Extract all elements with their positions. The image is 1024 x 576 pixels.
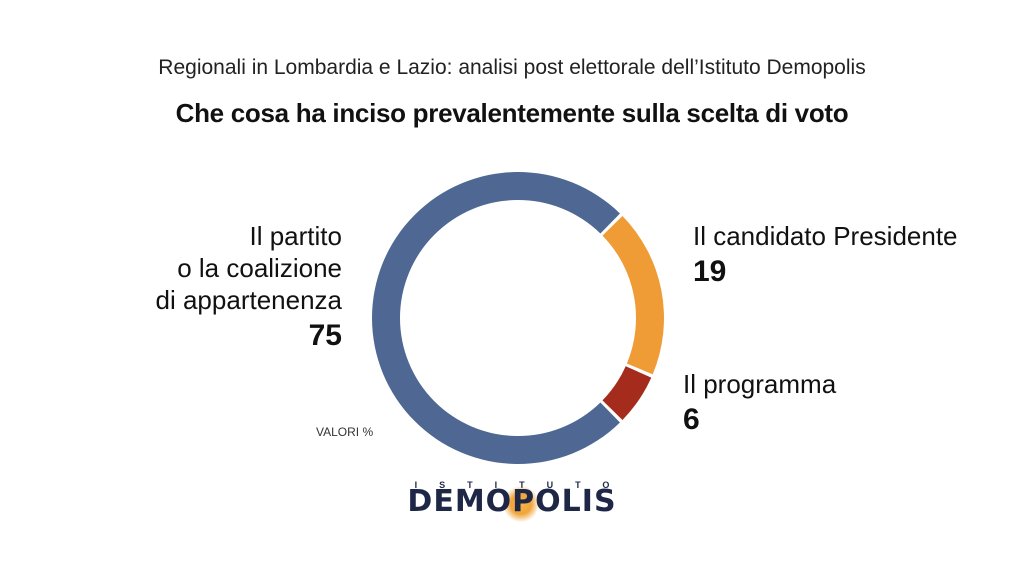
chart-subtitle: Regionali in Lombardia e Lazio: analisi …	[158, 56, 866, 79]
logo-main-text: DEMOPOLIS	[407, 484, 617, 519]
label-partito: Il partito o la coalizione di appartenen…	[156, 220, 342, 352]
demopolis-logo: ISTITUTO DEMOPOLIS	[0, 480, 1024, 522]
logo-sun-icon	[503, 486, 540, 522]
label-partito-line-3: di appartenenza	[155, 285, 342, 315]
label-partito-line-1: Il partito	[249, 221, 343, 251]
logo-main-wrap: DEMOPOLIS	[407, 484, 617, 522]
donut-slice-2	[602, 216, 664, 375]
label-candidato-value: 19	[693, 255, 727, 288]
donut-slice-1	[372, 171, 620, 464]
donut-slice-3	[602, 366, 652, 420]
label-programma: Il programma 6	[683, 368, 836, 436]
label-partito-value: 75	[308, 319, 342, 352]
label-programma-value: 6	[683, 403, 700, 436]
label-partito-line-2: o la coalizione	[177, 253, 342, 283]
donut-chart	[372, 171, 664, 464]
label-candidato-line-1: Il candidato Presidente	[693, 221, 958, 251]
chart-title: Che cosa ha inciso prevalentemente sulla…	[175, 98, 849, 128]
label-programma-line-1: Il programma	[683, 369, 837, 399]
label-candidato: Il candidato Presidente 19	[693, 220, 958, 288]
values-note: VALORI %	[316, 425, 374, 439]
logo-top-text: ISTITUTO	[414, 480, 632, 490]
